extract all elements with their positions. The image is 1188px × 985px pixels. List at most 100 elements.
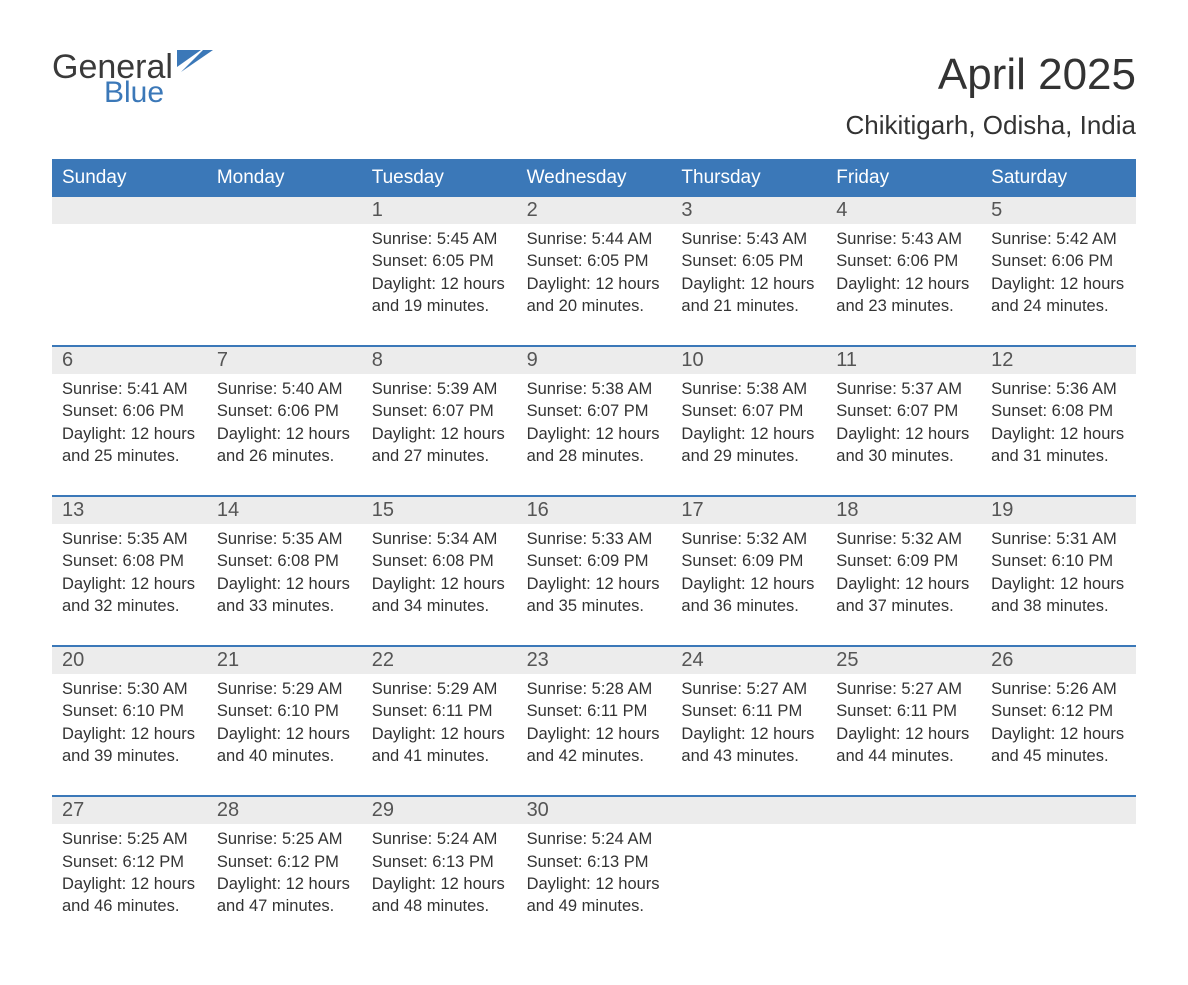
day-daylight_l1: Daylight: 12 hours [527, 423, 662, 445]
day-sunset: Sunset: 6:07 PM [681, 400, 816, 422]
day-sunset: Sunset: 6:07 PM [836, 400, 971, 422]
day-daylight_l2: and 23 minutes. [836, 295, 971, 317]
day-daylight_l2: and 26 minutes. [217, 445, 352, 467]
day-daylight_l2: and 21 minutes. [681, 295, 816, 317]
day-daylight_l2: and 25 minutes. [62, 445, 197, 467]
day-sunrise: Sunrise: 5:43 AM [681, 228, 816, 250]
day-body: Sunrise: 5:40 AMSunset: 6:06 PMDaylight:… [207, 374, 362, 495]
day-sunrise: Sunrise: 5:35 AM [62, 528, 197, 550]
day-sunset: Sunset: 6:13 PM [372, 851, 507, 873]
day-daylight_l1: Daylight: 12 hours [527, 723, 662, 745]
day-daylight_l1: Daylight: 12 hours [681, 723, 816, 745]
day-sunset: Sunset: 6:11 PM [527, 700, 662, 722]
day-sunrise: Sunrise: 5:24 AM [527, 828, 662, 850]
day-sunset: Sunset: 6:11 PM [372, 700, 507, 722]
day-sunset: Sunset: 6:13 PM [527, 851, 662, 873]
day-number: 12 [981, 347, 1136, 374]
daybody-row: Sunrise: 5:35 AM Sunset: 6:08 PM Daylight:… [52, 524, 1136, 645]
day-sunrise: Sunrise: 5:30 AM [62, 678, 197, 700]
day-daylight_l2: and 30 minutes. [836, 445, 971, 467]
day-body: Sunrise: 5:26 AMSunset: 6:12 PMDaylight:… [981, 674, 1136, 795]
day-sunset: Sunset: 6:11 PM [681, 700, 816, 722]
day-daylight_l2: and 44 minutes. [836, 745, 971, 767]
day-daylight_l1: Daylight: 12 hours [836, 273, 971, 295]
day-sunset: Sunset: 6:08 PM [991, 400, 1126, 422]
day-sunset: Sunset: 6:11 PM [836, 700, 971, 722]
day-body: Sunrise: 5:27 AMSunset: 6:11 PMDaylight:… [826, 674, 981, 795]
day-sunset: Sunset: 6:08 PM [217, 550, 352, 572]
day-body: Sunrise: 5:35 AMSunset: 6:08 PMDaylight:… [52, 524, 207, 645]
day-body: Sunrise: 5:37 AMSunset: 6:07 PMDaylight:… [826, 374, 981, 495]
daybody-row: Sunrise: 5:45 AMSunset: 6:05 PMDaylight:… [52, 224, 1136, 345]
day-sunset: Sunset: 6:09 PM [836, 550, 971, 572]
day-daylight_l1: Daylight: 12 hours [836, 423, 971, 445]
day-sunrise: Sunrise: 5:29 AM [372, 678, 507, 700]
day-number: 15 [362, 497, 517, 524]
day-number: 6 [52, 347, 207, 374]
logo-text: General Blue [52, 50, 173, 108]
day-sunrise: Sunrise: 5:28 AM [527, 678, 662, 700]
day-sunset: Sunset: 6:08 PM [372, 550, 507, 572]
day-body: Sunrise: 5:44 AMSunset: 6:05 PMDaylight:… [517, 224, 672, 345]
day-sunset: Sunset: 6:10 PM [62, 700, 197, 722]
daybody-row: Sunrise: 5:25 AMSunset: 6:12 PMDaylight:… [52, 824, 1136, 945]
day-number [826, 797, 981, 824]
day-sunset: Sunset: 6:06 PM [991, 250, 1126, 272]
day-sunrise: Sunrise: 5:36 AM [991, 378, 1126, 400]
day-daylight_l2: and 38 minutes. [991, 595, 1126, 617]
page-subtitle: Chikitigarh, Odisha, India [846, 110, 1136, 141]
day-body: Sunrise: 5:45 AMSunset: 6:05 PMDaylight:… [362, 224, 517, 345]
day-sunrise: Sunrise: 5:39 AM [372, 378, 507, 400]
day-number: 28 [207, 797, 362, 824]
day-daylight_l2: and 43 minutes. [681, 745, 816, 767]
day-sunrise: Sunrise: 5:41 AM [62, 378, 197, 400]
header: General Blue April 2025 Chikitigarh, Odi… [52, 50, 1136, 141]
day-number: 16 [517, 497, 672, 524]
day-body: Sunrise: 5:38 AMSunset: 6:07 PMDaylight:… [517, 374, 672, 495]
day-sunrise: Sunrise: 5:31 AM [991, 528, 1126, 550]
daynum-row: 27282930 [52, 797, 1136, 824]
day-body: Sunrise: 5:30 AMSunset: 6:10 PMDaylight:… [52, 674, 207, 795]
day-number: 11 [826, 347, 981, 374]
day-daylight_l2: and 47 minutes. [217, 895, 352, 917]
day-sunrise: Sunrise: 5:42 AM [991, 228, 1126, 250]
day-number: 10 [671, 347, 826, 374]
calendar-week: 13141516171819Sunrise: 5:35 AMSunset: 6:… [52, 495, 1136, 645]
calendar-header-row: SundayMondayTuesdayWednesdayThursdayFrid… [52, 159, 1136, 197]
day-daylight_l2: and 39 minutes. [62, 745, 197, 767]
day-daylight_l2: and 34 minutes. [372, 595, 507, 617]
calendar-header-cell: Friday [826, 159, 981, 197]
day-body: Sunrise: 5:24 AMSunset: 6:13 PMDaylight:… [362, 824, 517, 945]
day-sunrise: Sunrise: 5:26 AM [991, 678, 1126, 700]
day-daylight_l2: and 49 minutes. [527, 895, 662, 917]
calendar-header-cell: Saturday [981, 159, 1136, 197]
logo-flag-icon [177, 50, 213, 83]
day-body: Sunrise: 5:34 AMSunset: 6:08 PMDaylight:… [362, 524, 517, 645]
day-number: 22 [362, 647, 517, 674]
day-daylight_l1: Daylight: 12 hours [217, 423, 352, 445]
day-daylight_l1: Daylight: 12 hours [681, 273, 816, 295]
day-sunrise: Sunrise: 5:29 AM [217, 678, 352, 700]
day-daylight_l1: Daylight: 12 hours [681, 573, 816, 595]
day-daylight_l1: Daylight: 12 hours [372, 723, 507, 745]
calendar-header-cell: Tuesday [362, 159, 517, 197]
day-daylight_l1: Daylight: 12 hours [372, 423, 507, 445]
day-number: 17 [671, 497, 826, 524]
day-sunrise: Sunrise: 5:24 AM [372, 828, 507, 850]
day-daylight_l2: and 35 minutes. [527, 595, 662, 617]
day-sunset: Sunset: 6:06 PM [836, 250, 971, 272]
day-number: 25 [826, 647, 981, 674]
calendar-week: 6789101112Sunrise: 5:41 AMSunset: 6:06 P… [52, 345, 1136, 495]
day-daylight_l2: and 19 minutes. [372, 295, 507, 317]
day-body: Sunrise: 5:32 AMSunset: 6:09 PMDaylight:… [671, 524, 826, 645]
day-number: 19 [981, 497, 1136, 524]
day-sunrise: Sunrise: 5:27 AM [681, 678, 816, 700]
day-daylight_l2: and 36 minutes. [681, 595, 816, 617]
day-body: Sunrise: 5:33 AMSunset: 6:09 PMDaylight:… [517, 524, 672, 645]
day-sunrise: Sunrise: 5:44 AM [527, 228, 662, 250]
day-daylight_l2: and 46 minutes. [62, 895, 197, 917]
day-sunrise: Sunrise: 5:40 AM [217, 378, 352, 400]
day-sunset: Sunset: 6:05 PM [527, 250, 662, 272]
day-daylight_l1: Daylight: 12 hours [836, 573, 971, 595]
day-daylight_l1: Daylight: 12 hours [527, 573, 662, 595]
